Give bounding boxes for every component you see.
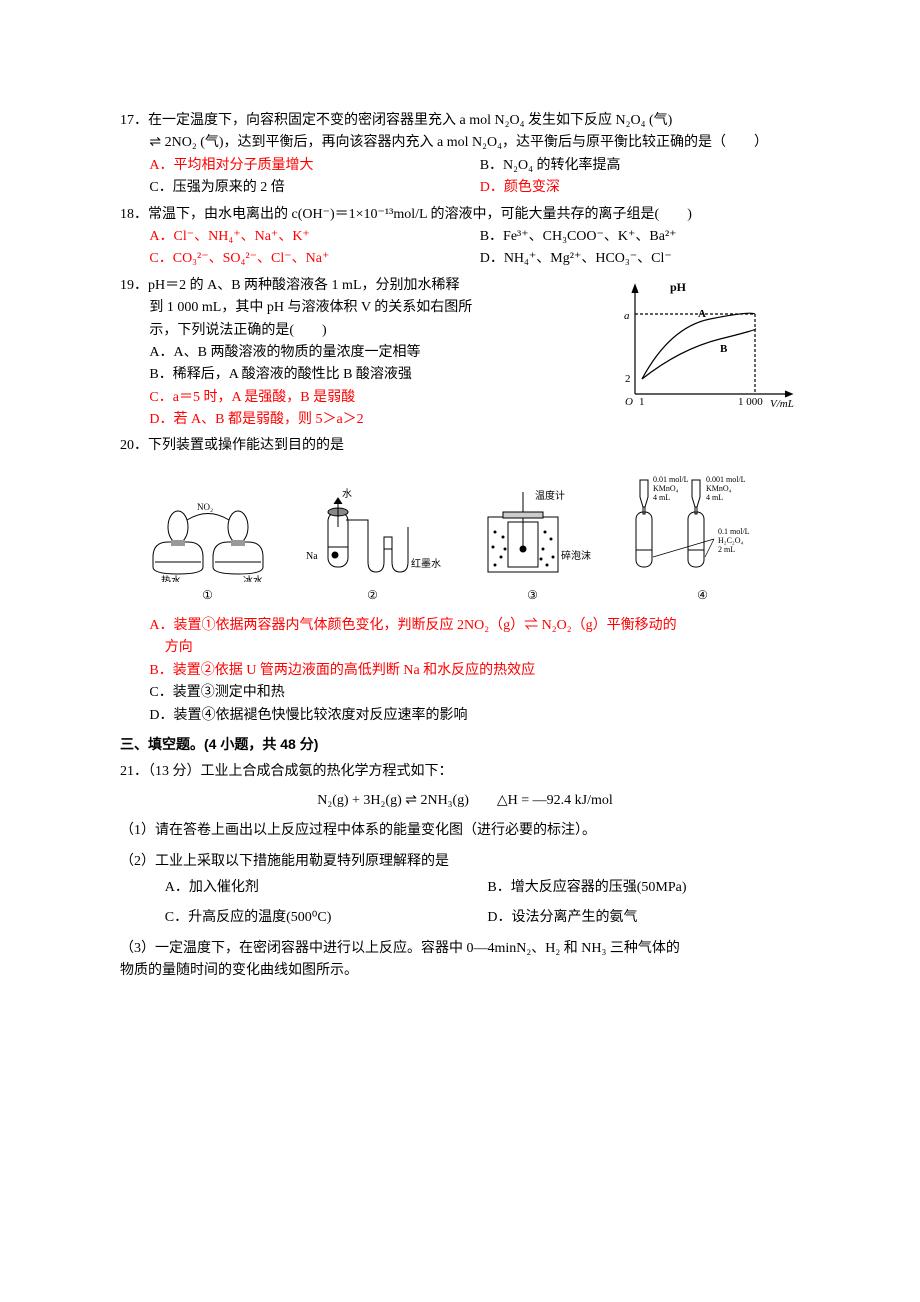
question-17: 17．在一定温度下，向容积固定不变的密闭容器里充入 a mol N₂O₄ 发生如… xyxy=(120,110,810,200)
q-stem: 在一定温度下，向容积固定不变的密闭容器里充入 a mol N₂O₄ 发生如下反应… xyxy=(148,113,672,128)
subq-2: （2）工业上采取以下措施能用勒夏特列原理解释的是 xyxy=(120,851,810,873)
option-a: A．A、B 两酸溶液的物质的量浓度一定相等 xyxy=(120,342,610,364)
option-b: B．N₂O₄ 的转化率提高 xyxy=(480,155,810,177)
option-b: B．Fe³⁺、CH₃COO⁻、K⁺、Ba²⁺ xyxy=(480,226,810,248)
subq-3a: （3）一定温度下，在密闭容器中进行以上反应。容器中 0—4minN₂、H₂ 和 … xyxy=(120,938,810,960)
apparatus-2: 水 Na 红墨水 ② xyxy=(298,487,448,605)
page: 17．在一定温度下，向容积固定不变的密闭容器里充入 a mol N₂O₄ 发生如… xyxy=(0,0,920,1187)
q-stem: 常温下，由水电离出的 c(OH⁻)＝1×10⁻¹³mol/L 的溶液中，可能大量… xyxy=(148,207,692,222)
equation: N₂(g) + 3H₂(g) ⇌ 2NH₃(g) △H = —92.4 kJ/m… xyxy=(120,790,810,812)
apparatus-3: 温度计 碎泡沫 ③ xyxy=(473,487,593,605)
section-3-title: 三、填空题。(4 小题，共 48 分) xyxy=(120,733,810,755)
q-stem-l2: 到 1 000 mL，其中 pH 与溶液体积 V 的关系如右图所 xyxy=(120,297,610,319)
fig3-label: ③ xyxy=(473,586,593,605)
curve-a-label: A xyxy=(698,308,706,320)
apparatus-1: NO₂ 热水 冰水 ① xyxy=(143,492,273,605)
curve-b-label: B xyxy=(720,343,728,355)
q-stem-line2: ⇌ 2NO₂ (气)，达到平衡后，再向该容器内充入 a mol N₂O₄，达平衡… xyxy=(120,132,810,154)
q-number: 21． xyxy=(120,764,148,779)
option-c: C．a＝5 时，A 是强酸，B 是弱酸 xyxy=(120,387,610,409)
option-a: A．平均相对分子质量增大 xyxy=(149,155,479,177)
s2-opt-b: B．增大反应容器的压强(50MPa) xyxy=(487,877,810,899)
fig4-hc-form: H₂C₂O₄ xyxy=(718,536,743,545)
fig2-label: ② xyxy=(298,586,448,605)
s2-opt-c: C．升高反应的温度(500⁰C) xyxy=(165,907,488,929)
fig2-water: 水 xyxy=(342,488,352,500)
s2-opt-a: A．加入催化剂 xyxy=(165,877,488,899)
xtick-1000: 1 000 xyxy=(738,396,763,408)
subq-1: （1）请在答卷上画出以上反应过程中体系的能量变化图（进行必要的标注）。 xyxy=(120,820,810,842)
q-number: 19． xyxy=(120,278,148,293)
fig4-label: ④ xyxy=(618,586,788,605)
fig4-km-b: KMnO₄ xyxy=(706,484,732,493)
y-axis-label: pH xyxy=(670,280,687,294)
ytick-a: a xyxy=(624,310,630,322)
option-c: C．CO₃²⁻、SO₄²⁻、Cl⁻、Na⁺ xyxy=(149,248,479,270)
option-a: A．Cl⁻、NH₄⁺、Na⁺、K⁺ xyxy=(149,226,479,248)
q-number: 17． xyxy=(120,113,148,128)
xtick-1: 1 xyxy=(639,396,645,408)
fig2-red: 红墨水 xyxy=(411,557,441,570)
q-number: 18． xyxy=(120,207,148,222)
option-d: D．若 A、B 都是弱酸，则 5＞a＞2 xyxy=(120,409,610,431)
ytick-2: 2 xyxy=(625,373,631,385)
option-b: B．稀释后，A 酸溶液的酸性比 B 酸溶液强 xyxy=(120,364,610,386)
option-a: A．装置①依据两容器内气体颜色变化，判断反应 2NO₂（g）⇌ N₂O₂（g）平… xyxy=(120,615,810,637)
q-number: 20． xyxy=(120,438,148,453)
fig4-v4-a: 4 mL xyxy=(653,493,670,502)
subq-3b: 物质的量随时间的变化曲线如图所示。 xyxy=(120,960,810,982)
ph-graph: pH V/mL 2 a O 1 1 000 A B xyxy=(610,275,810,414)
q-stem-l3: 示，下列说法正确的是( ) xyxy=(120,320,610,342)
question-20: 20．下列装置或操作能达到目的的是 NO₂ 热水 冰水 xyxy=(120,435,810,727)
question-21: 21．（13 分）工业上合成合成氨的热化学方程式如下： N₂(g) + 3H₂(… xyxy=(120,761,810,982)
fig2-na: Na xyxy=(306,551,318,562)
option-d: D．颜色变深 xyxy=(480,177,810,199)
fig4-hc-conc: 0.1 mol/L xyxy=(718,527,750,536)
q-stem: 下列装置或操作能达到目的的是 xyxy=(148,438,344,453)
fig3-foam: 碎泡沫 xyxy=(561,549,591,562)
option-d: D．装置④依据褪色快慢比较浓度对反应速率的影响 xyxy=(120,705,810,727)
q-stem: （13 分）工业上合成合成氨的热化学方程式如下： xyxy=(148,764,453,779)
fig4-v2: 2 mL xyxy=(718,545,735,554)
fig1-ice: 冰水 xyxy=(243,574,263,582)
option-b: B．装置②依据 U 管两边液面的高低判断 Na 和水反应的热效应 xyxy=(120,660,810,682)
x-axis-label: V/mL xyxy=(770,398,794,410)
fig4-km-a: KMnO₄ xyxy=(653,484,679,493)
fig1-label: ① xyxy=(143,586,273,605)
q-stem: pH＝2 的 A、B 两种酸溶液各 1 mL，分别加水稀释 xyxy=(148,278,460,293)
option-c: C．压强为原来的 2 倍 xyxy=(149,177,479,199)
fig4-v4-b: 4 mL xyxy=(706,493,723,502)
option-a-l2: 方向 xyxy=(120,637,810,659)
fig1-tube-label: NO₂ xyxy=(197,502,213,512)
fig1-hot: 热水 xyxy=(161,574,181,582)
origin: O xyxy=(625,396,633,408)
option-c: C．装置③测定中和热 xyxy=(120,682,810,704)
fig4-conc-a: 0.01 mol/L xyxy=(653,475,689,484)
question-18: 18．常温下，由水电离出的 c(OH⁻)＝1×10⁻¹³mol/L 的溶液中，可… xyxy=(120,204,810,271)
s2-opt-d: D．设法分离产生的氨气 xyxy=(487,907,810,929)
fig3-therm: 温度计 xyxy=(535,489,565,502)
apparatus-4: 0.01 mol/L 0.001 mol/L KMnO₄ KMnO₄ 4 mL … xyxy=(618,472,788,605)
fig4-conc-b: 0.001 mol/L xyxy=(706,475,746,484)
question-19: 19．pH＝2 的 A、B 两种酸溶液各 1 mL，分别加水稀释 到 1 000… xyxy=(120,275,810,432)
option-d: D．NH₄⁺、Mg²⁺、HCO₃⁻、Cl⁻ xyxy=(480,248,810,270)
